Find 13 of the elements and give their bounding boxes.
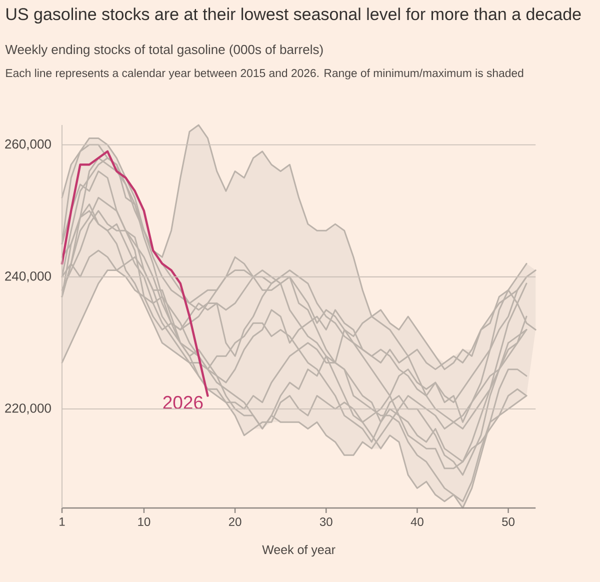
y-tick-label: 260,000 <box>5 139 51 150</box>
x-tick-label: 50 <box>502 518 514 526</box>
chart-title: US gasoline stocks are at their lowest seasonal level for more than a decade <box>6 8 581 24</box>
x-tick-label: 30 <box>320 518 332 526</box>
y-tick-label: 220,000 <box>5 404 51 414</box>
x-tick-label: 20 <box>228 518 242 526</box>
chart-subtitle: Weekly ending stocks of total gasoline (000s of barrels) <box>5 44 323 57</box>
text: Each line represents a calendar year between 2015 and 2026. Range of minimum/maximum is shaded <box>6 68 524 80</box>
y-tick-label: 240,000 <box>5 272 51 282</box>
x-tick-label: 40 <box>410 518 424 526</box>
x-tick-label: 10 <box>138 518 150 526</box>
x-axis-title: Week of year <box>262 544 336 557</box>
x-tick-label: 1 <box>60 518 65 526</box>
